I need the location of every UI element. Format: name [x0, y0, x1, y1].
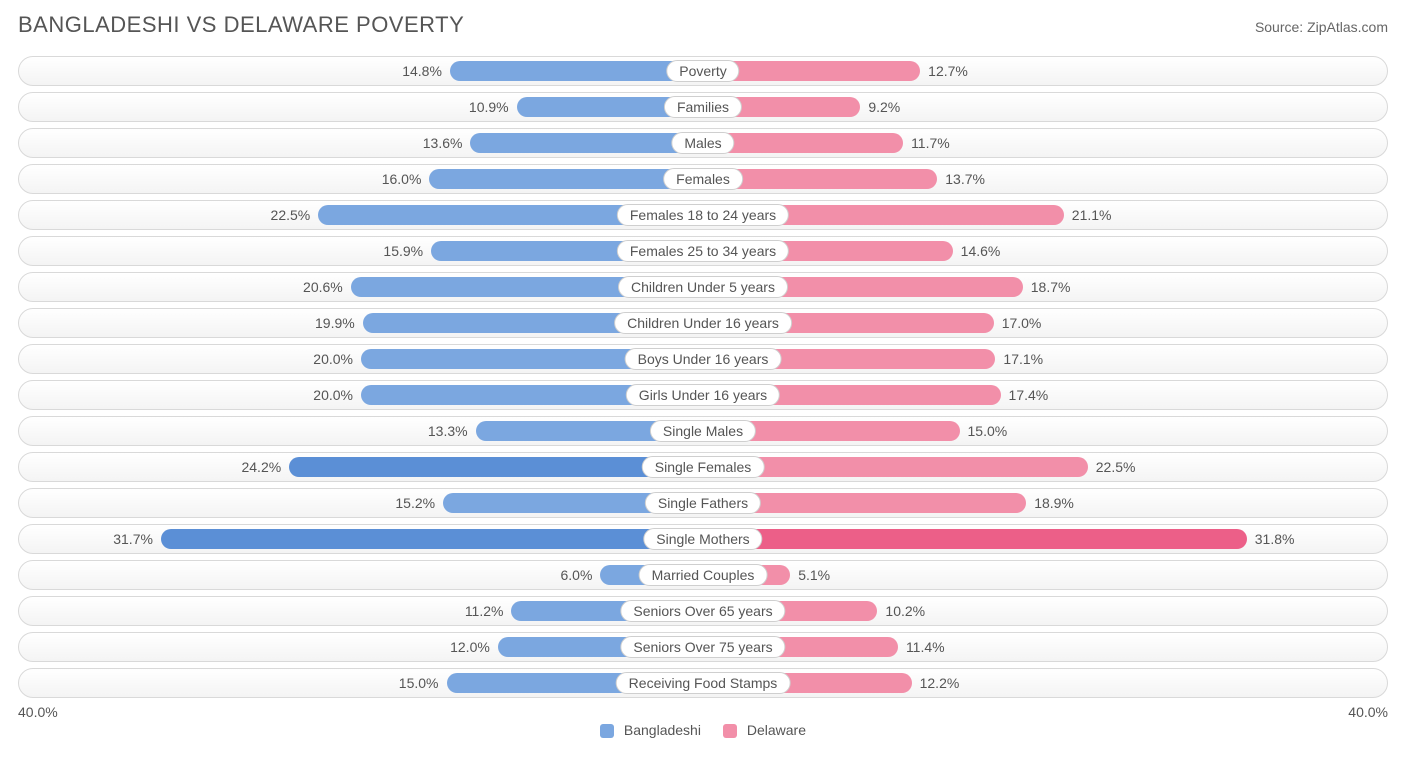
- value-right: 5.1%: [790, 561, 830, 589]
- chart-row: 24.2% 22.5% Single Females: [18, 452, 1388, 482]
- value-right: 11.4%: [898, 633, 945, 661]
- axis-max-right: 40.0%: [1348, 704, 1388, 720]
- chart-row: 14.8% 12.7% Poverty: [18, 56, 1388, 86]
- category-label: Families: [664, 96, 742, 118]
- value-right: 31.8%: [1247, 525, 1295, 553]
- value-right: 18.9%: [1026, 489, 1074, 517]
- value-right: 18.7%: [1023, 273, 1071, 301]
- chart-row: 20.6% 18.7% Children Under 5 years: [18, 272, 1388, 302]
- value-right: 17.0%: [994, 309, 1042, 337]
- category-label: Females: [663, 168, 743, 190]
- value-left: 20.0%: [313, 345, 361, 373]
- value-right: 13.7%: [937, 165, 985, 193]
- legend-item-bangladeshi: Bangladeshi: [600, 722, 701, 738]
- category-label: Males: [671, 132, 734, 154]
- legend-item-delaware: Delaware: [723, 722, 806, 738]
- value-left: 15.9%: [383, 237, 431, 265]
- category-label: Seniors Over 65 years: [620, 600, 785, 622]
- value-left: 20.6%: [303, 273, 351, 301]
- bar-left: [450, 61, 703, 81]
- source-label: Source:: [1255, 19, 1303, 35]
- category-label: Children Under 5 years: [618, 276, 788, 298]
- value-left: 12.0%: [450, 633, 498, 661]
- source-link[interactable]: ZipAtlas.com: [1307, 19, 1388, 35]
- value-left: 11.2%: [465, 597, 512, 625]
- category-label: Single Females: [642, 456, 765, 478]
- value-right: 14.6%: [953, 237, 1001, 265]
- category-label: Poverty: [666, 60, 739, 82]
- value-right: 21.1%: [1064, 201, 1112, 229]
- value-left: 6.0%: [560, 561, 600, 589]
- legend-swatch-bangladeshi: [600, 724, 614, 738]
- value-right: 11.7%: [903, 129, 950, 157]
- legend: Bangladeshi Delaware: [18, 722, 1388, 738]
- chart-row: 10.9% 9.2% Families: [18, 92, 1388, 122]
- chart-header: BANGLADESHI VS DELAWARE POVERTY Source: …: [18, 12, 1388, 38]
- bar-right: [703, 529, 1247, 549]
- category-label: Girls Under 16 years: [626, 384, 780, 406]
- category-label: Married Couples: [639, 564, 768, 586]
- value-right: 12.2%: [912, 669, 960, 697]
- diverging-bar-chart: 14.8%12.7%Poverty10.9%9.2%Families13.6%1…: [18, 56, 1388, 698]
- chart-row: 13.3% 15.0% Single Males: [18, 416, 1388, 446]
- chart-row: 31.7% 31.8% Single Mothers: [18, 524, 1388, 554]
- value-right: 10.2%: [877, 597, 925, 625]
- category-label: Seniors Over 75 years: [620, 636, 785, 658]
- chart-row: 12.0% 11.4% Seniors Over 75 years: [18, 632, 1388, 662]
- axis-max-left: 40.0%: [18, 704, 58, 720]
- category-label: Females 25 to 34 years: [617, 240, 789, 262]
- value-left: 10.9%: [469, 93, 517, 121]
- chart-row: 16.0% 13.7% Females: [18, 164, 1388, 194]
- value-left: 15.0%: [399, 669, 447, 697]
- bar-left: [470, 133, 703, 153]
- category-label: Single Males: [650, 420, 756, 442]
- chart-row: 15.9% 14.6% Females 25 to 34 years: [18, 236, 1388, 266]
- category-label: Females 18 to 24 years: [617, 204, 789, 226]
- x-axis-labels: 40.0% 40.0%: [18, 704, 1388, 720]
- chart-row: 11.2% 10.2% Seniors Over 65 years: [18, 596, 1388, 626]
- chart-row: 13.6% 11.7% Males: [18, 128, 1388, 158]
- value-left: 16.0%: [382, 165, 430, 193]
- value-left: 22.5%: [271, 201, 319, 229]
- value-right: 17.1%: [995, 345, 1043, 373]
- value-right: 22.5%: [1088, 453, 1136, 481]
- chart-row: 15.0% 12.2% Receiving Food Stamps: [18, 668, 1388, 698]
- bar-left: [429, 169, 703, 189]
- value-right: 15.0%: [960, 417, 1008, 445]
- value-left: 15.2%: [395, 489, 443, 517]
- value-left: 31.7%: [113, 525, 161, 553]
- value-right: 12.7%: [920, 57, 968, 85]
- chart-row: 6.0% 5.1% Married Couples: [18, 560, 1388, 590]
- value-left: 20.0%: [313, 381, 361, 409]
- source-attribution: Source: ZipAtlas.com: [1255, 19, 1388, 35]
- chart-row: 22.5% 21.1% Females 18 to 24 years: [18, 200, 1388, 230]
- category-label: Single Mothers: [643, 528, 762, 550]
- chart-row: 15.2% 18.9% Single Fathers: [18, 488, 1388, 518]
- value-right: 17.4%: [1001, 381, 1049, 409]
- category-label: Single Fathers: [645, 492, 761, 514]
- category-label: Receiving Food Stamps: [616, 672, 791, 694]
- legend-label-bangladeshi: Bangladeshi: [624, 722, 701, 738]
- category-label: Boys Under 16 years: [625, 348, 782, 370]
- chart-row: 19.9% 17.0% Children Under 16 years: [18, 308, 1388, 338]
- chart-title: BANGLADESHI VS DELAWARE POVERTY: [18, 12, 464, 38]
- legend-swatch-delaware: [723, 724, 737, 738]
- value-left: 13.3%: [428, 417, 476, 445]
- value-left: 13.6%: [423, 129, 471, 157]
- chart-row: 20.0% 17.1% Boys Under 16 years: [18, 344, 1388, 374]
- value-left: 24.2%: [241, 453, 289, 481]
- category-label: Children Under 16 years: [614, 312, 792, 334]
- value-right: 9.2%: [860, 93, 900, 121]
- bar-left: [161, 529, 703, 549]
- chart-row: 20.0% 17.4% Girls Under 16 years: [18, 380, 1388, 410]
- value-left: 14.8%: [402, 57, 450, 85]
- value-left: 19.9%: [315, 309, 363, 337]
- legend-label-delaware: Delaware: [747, 722, 806, 738]
